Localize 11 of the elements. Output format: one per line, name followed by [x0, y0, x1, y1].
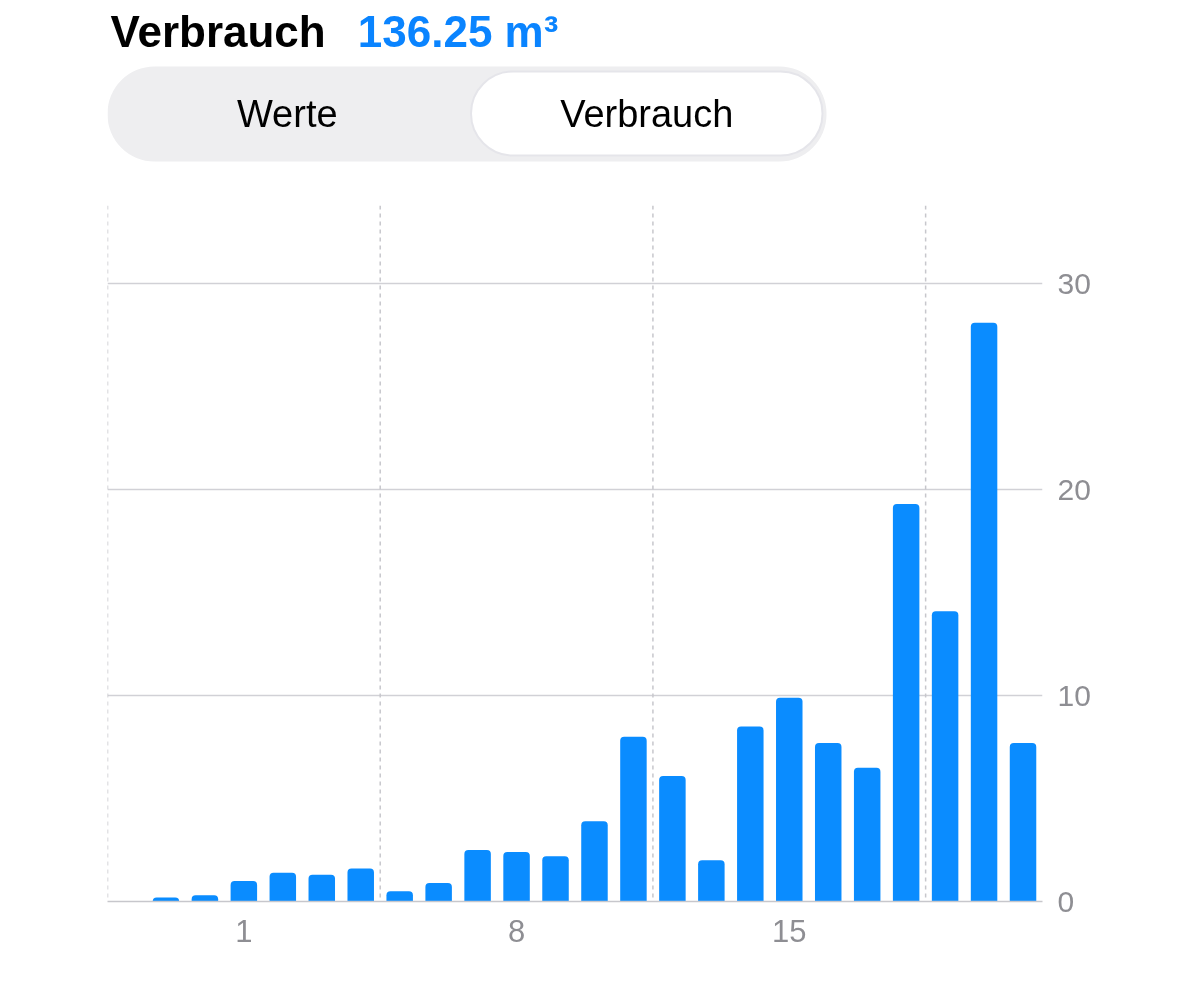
y-tick-label: 20	[1057, 472, 1091, 506]
chart-subtitle: 136.25 m³	[357, 6, 559, 56]
y-tick-label: 30	[1057, 266, 1091, 300]
x-tick-label: 8	[507, 913, 526, 949]
text: Werte	[236, 93, 338, 135]
y-tick-label: 10	[1057, 678, 1091, 712]
chart-title: Verbrauch	[110, 6, 326, 56]
x-tick-label: 1	[235, 913, 253, 949]
text: Verbrauch	[560, 93, 734, 135]
y-tick-label: 0	[1057, 884, 1075, 918]
x-tick-label: 15	[772, 913, 807, 949]
